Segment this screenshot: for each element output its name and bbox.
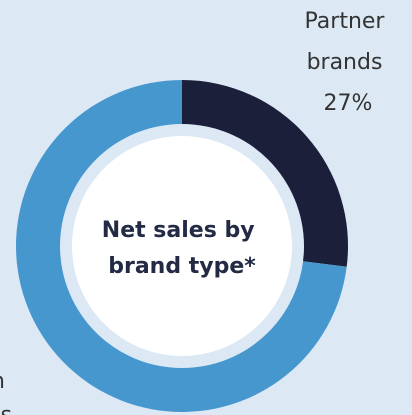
slice-label-own-line-1: n xyxy=(0,369,5,394)
center-title: Net sales by brand type* xyxy=(102,218,262,279)
slice-label-partner-line-2: brands xyxy=(307,50,383,75)
center-title-line-1: Net sales by xyxy=(102,218,255,243)
center-title-line-2: brand type* xyxy=(108,254,256,279)
slice-label-partner-value: 27% xyxy=(324,91,373,116)
slice-label-own: n s xyxy=(0,369,12,415)
slice-label-own-line-2: s xyxy=(1,403,12,415)
slice-label-partner-line-1: Partner xyxy=(305,9,386,34)
slice-label-partner: Partner brands 27% xyxy=(305,9,392,116)
center-disc xyxy=(72,136,292,356)
